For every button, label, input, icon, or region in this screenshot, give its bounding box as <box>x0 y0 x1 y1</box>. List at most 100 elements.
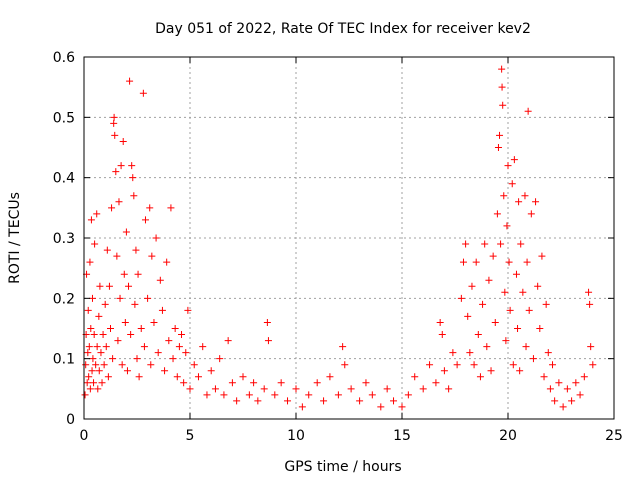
data-point <box>175 343 183 351</box>
data-point <box>485 276 493 284</box>
data-point <box>426 361 434 369</box>
data-point <box>105 282 113 290</box>
data-point <box>496 131 504 139</box>
data-point <box>228 379 236 387</box>
data-point <box>86 385 94 393</box>
data-point <box>527 210 535 218</box>
data-point <box>115 198 123 206</box>
data-point <box>438 331 446 339</box>
data-point <box>156 276 164 284</box>
data-points <box>81 65 597 411</box>
data-point <box>525 306 533 314</box>
data-point <box>263 318 271 326</box>
y-tick-label: 0.3 <box>53 231 75 247</box>
data-point <box>97 349 105 357</box>
data-point <box>474 331 482 339</box>
data-point <box>102 343 110 351</box>
data-point <box>555 379 563 387</box>
grid <box>84 57 614 419</box>
data-point <box>572 379 580 387</box>
data-point <box>519 288 527 296</box>
data-point <box>83 379 91 387</box>
data-point <box>540 373 548 381</box>
data-point <box>99 331 107 339</box>
data-point <box>334 391 342 399</box>
data-point <box>144 294 152 302</box>
data-point <box>135 373 143 381</box>
data-point <box>199 343 207 351</box>
data-point <box>87 325 95 332</box>
data-point <box>118 361 126 369</box>
data-point <box>445 385 453 393</box>
data-point <box>101 300 109 308</box>
data-point <box>163 258 171 266</box>
data-point <box>515 198 523 206</box>
data-point <box>224 337 232 345</box>
x-axis-label: GPS time / hours <box>284 459 401 475</box>
data-point <box>90 331 98 339</box>
data-point <box>171 325 179 332</box>
data-point <box>313 379 321 387</box>
data-point <box>88 294 96 302</box>
data-point <box>146 204 154 212</box>
data-point <box>404 391 412 399</box>
data-point <box>216 355 224 363</box>
data-point <box>503 222 511 230</box>
axis-ticks: 0 5 10 15 20 25 0 0.1 0.2 0.3 0.4 0.5 0.6 <box>53 50 623 444</box>
data-point <box>538 252 546 260</box>
data-point <box>93 343 101 351</box>
data-point <box>432 379 440 387</box>
data-point <box>464 312 472 320</box>
data-point <box>88 367 96 375</box>
data-point <box>466 349 474 357</box>
data-point <box>109 355 117 363</box>
data-point <box>580 373 588 381</box>
data-point <box>85 343 93 351</box>
data-point <box>239 373 247 381</box>
data-point <box>186 385 194 393</box>
data-point <box>152 234 160 242</box>
data-point <box>320 397 328 405</box>
data-point <box>113 252 121 260</box>
data-point <box>500 192 508 200</box>
x-tick-label: 20 <box>499 428 517 444</box>
y-tick-label: 0.2 <box>53 291 75 307</box>
data-point <box>398 403 406 411</box>
data-point <box>326 373 334 381</box>
data-point <box>130 192 138 200</box>
data-point <box>147 361 155 369</box>
data-point <box>184 306 192 314</box>
data-point <box>84 306 92 314</box>
x-tick-label: 25 <box>605 428 623 444</box>
data-point <box>110 119 118 127</box>
data-point <box>498 65 506 73</box>
data-point <box>462 240 470 248</box>
data-point <box>233 397 241 405</box>
y-tick-label: 0.1 <box>53 352 75 368</box>
data-point <box>98 379 106 387</box>
data-point <box>178 331 186 339</box>
data-point <box>510 156 518 164</box>
data-point <box>250 379 258 387</box>
data-point <box>89 355 97 363</box>
y-tick-label: 0.6 <box>53 50 75 66</box>
y-tick-label: 0.5 <box>53 110 75 126</box>
data-point <box>104 373 112 381</box>
data-point <box>271 391 279 399</box>
data-point <box>127 331 135 339</box>
data-point <box>514 325 522 332</box>
data-point <box>211 385 219 393</box>
data-point <box>551 397 559 405</box>
data-point <box>111 131 119 139</box>
data-point <box>284 397 292 405</box>
data-point <box>108 204 116 212</box>
data-point <box>522 343 530 351</box>
data-point <box>92 361 100 369</box>
data-point <box>132 246 140 254</box>
data-point <box>512 270 520 278</box>
data-point <box>103 246 111 254</box>
data-point <box>165 337 173 345</box>
data-point <box>254 397 262 405</box>
data-point <box>121 318 129 326</box>
